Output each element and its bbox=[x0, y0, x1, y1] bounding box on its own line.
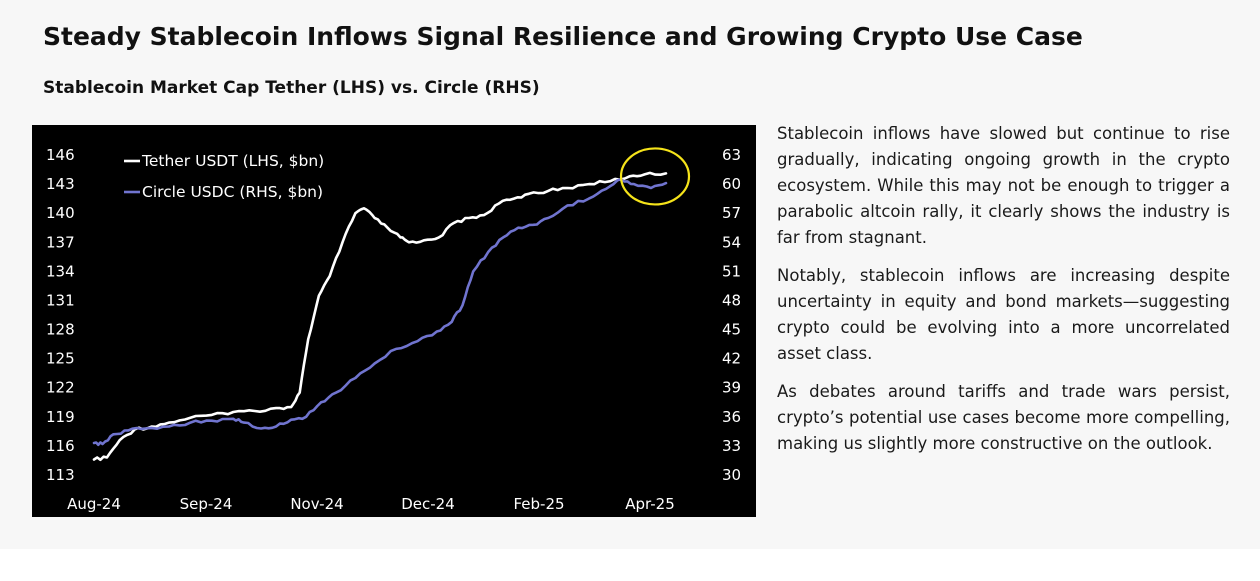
left-axis-tick-label: 131 bbox=[46, 291, 75, 309]
right-axis-tick-label: 51 bbox=[722, 262, 741, 280]
right-axis-tick-label: 36 bbox=[722, 408, 741, 426]
page-title: Steady Stablecoin Inflows Signal Resilie… bbox=[43, 22, 1083, 51]
left-axis-tick-label: 128 bbox=[46, 321, 75, 339]
series-layer bbox=[92, 171, 668, 462]
left-axis-tick-label: 116 bbox=[46, 437, 75, 455]
left-axis-tick-label: 119 bbox=[46, 408, 75, 426]
commentary-paragraph: As debates around tariffs and trade wars… bbox=[777, 382, 1230, 453]
left-axis-tick-label: 143 bbox=[46, 175, 75, 193]
commentary: Stablecoin inflows have slowed but conti… bbox=[777, 121, 1230, 469]
tether-usdt-line bbox=[92, 171, 668, 462]
x-axis-tick-label: Nov-24 bbox=[290, 495, 343, 513]
right-axis-tick-label: 57 bbox=[722, 204, 741, 222]
right-axis-tick-label: 30 bbox=[722, 466, 741, 484]
right-axis-tick-label: 42 bbox=[722, 350, 741, 368]
x-axis-tick-label: Apr-25 bbox=[625, 495, 675, 513]
right-axis-tick-label: 60 bbox=[722, 175, 741, 193]
right-axis-tick-label: 48 bbox=[722, 291, 741, 309]
highlight-layer bbox=[619, 147, 691, 206]
highlight-circle bbox=[619, 147, 691, 206]
circle-usdc-line bbox=[92, 177, 668, 447]
right-y-axis: 30 33 36 39 42 45 48 51 54 57 60 63 bbox=[722, 146, 741, 484]
x-axis-tick-label: Sep-24 bbox=[180, 495, 233, 513]
left-axis-tick-label: 113 bbox=[46, 466, 75, 484]
left-axis-tick-label: 122 bbox=[46, 379, 75, 397]
right-axis-tick-label: 63 bbox=[722, 146, 741, 164]
commentary-paragraph: Stablecoin inflows have slowed but conti… bbox=[777, 124, 1230, 247]
right-axis-tick-label: 45 bbox=[722, 321, 741, 339]
left-y-axis: 113 116 119 122 125 128 131 134 137 140 143 146 bbox=[46, 146, 75, 484]
chart-legend: Tether USDT (LHS, $bn) Circle USDC (RHS, … bbox=[124, 152, 324, 201]
x-axis-tick-label: Aug-24 bbox=[67, 495, 121, 513]
chart-subtitle: Stablecoin Market Cap Tether (LHS) vs. C… bbox=[43, 78, 540, 98]
page-background: Steady Stablecoin Inflows Signal Resilie… bbox=[32, 22, 1230, 517]
left-axis-tick-label: 134 bbox=[46, 262, 75, 280]
left-axis-tick-label: 140 bbox=[46, 204, 75, 222]
commentary-paragraph: Notably, stablecoin inflows are increasi… bbox=[777, 266, 1230, 363]
right-axis-tick-label: 54 bbox=[722, 233, 741, 251]
left-axis-tick-label: 137 bbox=[46, 233, 75, 251]
right-axis-tick-label: 39 bbox=[722, 379, 741, 397]
x-axis: Aug-24 Sep-24 Nov-24 Dec-24 Feb-25 Apr-25 bbox=[67, 495, 675, 513]
x-axis-tick-label: Feb-25 bbox=[513, 495, 564, 513]
legend-label: Tether USDT (LHS, $bn) bbox=[141, 152, 324, 170]
left-axis-tick-label: 125 bbox=[46, 350, 75, 368]
chart-panel: 113 116 119 122 125 128 131 134 137 140 143 146 30 3… bbox=[32, 125, 756, 517]
right-axis-tick-label: 33 bbox=[722, 437, 741, 455]
left-axis-tick-label: 146 bbox=[46, 146, 75, 164]
x-axis-tick-label: Dec-24 bbox=[401, 495, 455, 513]
legend-label: Circle USDC (RHS, $bn) bbox=[142, 183, 323, 201]
